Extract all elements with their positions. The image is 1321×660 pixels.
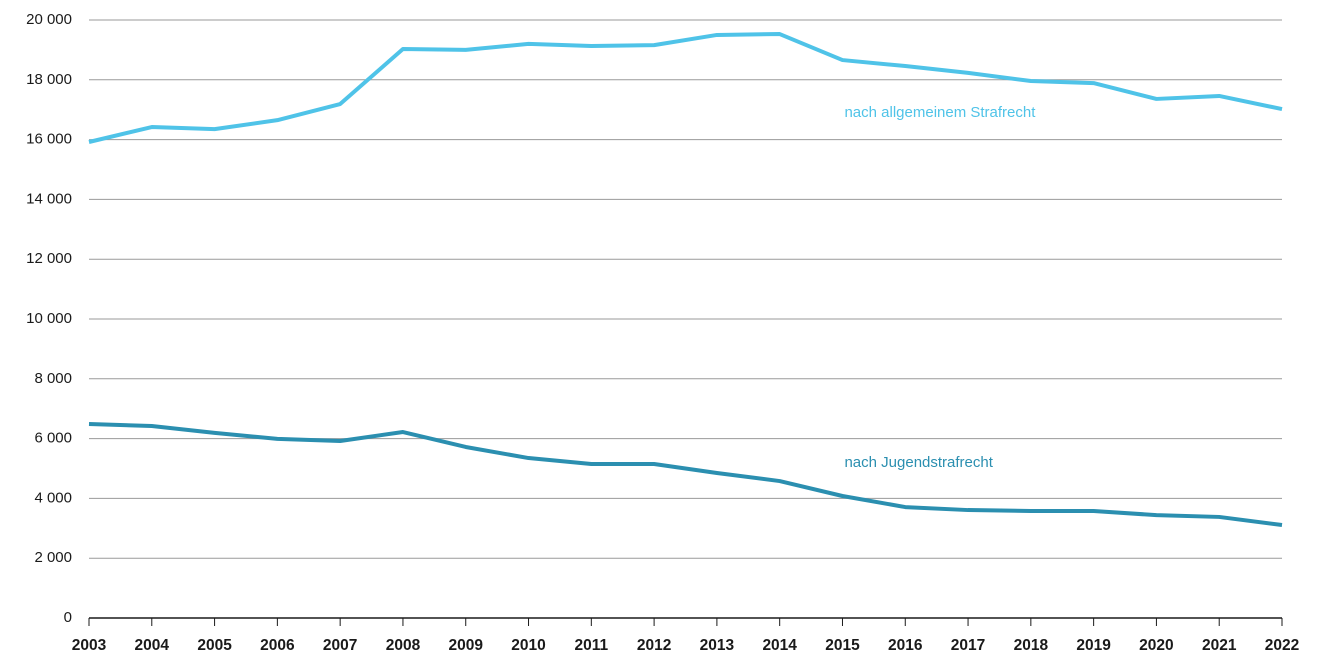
x-tick-label: 2014: [762, 637, 797, 654]
y-tick-label: 14 000: [26, 190, 72, 207]
y-tick-label: 20 000: [26, 11, 72, 28]
series-label: nach Jugendstrafrecht: [844, 454, 993, 471]
x-tick-label: 2020: [1139, 637, 1173, 654]
x-tick-label: 2008: [386, 637, 421, 654]
x-tick-label: 2013: [700, 637, 735, 654]
x-tick-label: 2003: [72, 637, 107, 654]
line: [88, 421, 1283, 527]
y-tick-label: 12 000: [26, 250, 72, 267]
y-tick-label: 18 000: [26, 71, 72, 88]
x-tick-label: 2017: [951, 637, 985, 654]
x-tick-label: 2015: [825, 637, 860, 654]
y-tick-label: 10 000: [26, 310, 72, 327]
x-tick-label: 2018: [1014, 637, 1049, 654]
y-tick-label: 6 000: [34, 430, 72, 447]
y-tick-label: 2 000: [34, 549, 72, 566]
y-tick-label: 16 000: [26, 131, 72, 148]
x-tick-label: 2007: [323, 637, 357, 654]
y-tick-label: 8 000: [34, 370, 72, 387]
x-tick-label: 2004: [135, 637, 170, 654]
x-tick-label: 2012: [637, 637, 671, 654]
x-tick-label: 2016: [888, 637, 923, 654]
series-label: nach allgemeinem Strafrecht: [844, 104, 1036, 121]
x-tick-label: 2022: [1265, 637, 1299, 654]
x-tick-label: 2005: [197, 637, 232, 654]
x-tick-label: 2010: [511, 637, 545, 654]
x-tick-label: 2011: [574, 637, 608, 654]
y-tick-label: 0: [64, 609, 72, 626]
y-tick-label: 4 000: [34, 489, 72, 506]
line: [88, 32, 1283, 144]
x-tick-label: 2021: [1202, 637, 1237, 654]
x-tick-label: 2019: [1076, 637, 1111, 654]
x-tick-label: 2006: [260, 637, 295, 654]
x-tick-label: 2009: [448, 637, 483, 654]
